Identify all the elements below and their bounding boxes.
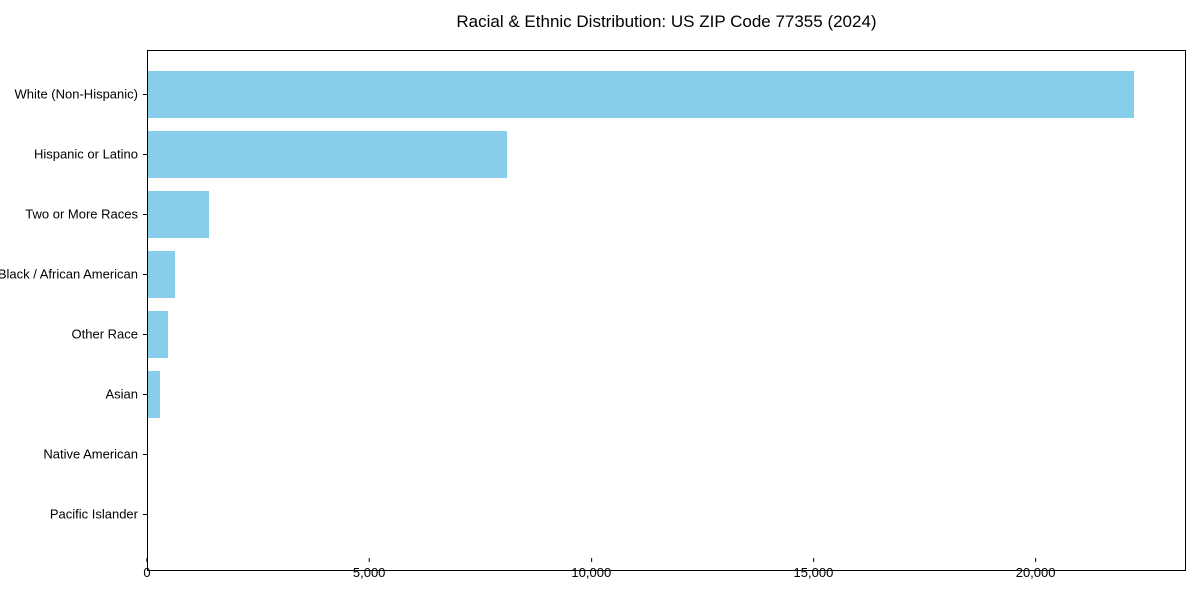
- category-label: Pacific Islander: [49, 506, 138, 522]
- category-label: Hispanic or Latino: [33, 146, 138, 162]
- y-tick-mark: [143, 334, 147, 335]
- category-label: Asian: [105, 386, 138, 402]
- chart-row: White (Non-Hispanic): [14, 64, 1185, 124]
- category-label: Native American: [43, 446, 138, 462]
- x-tick-mark: [1035, 558, 1037, 562]
- x-tick-mark: [368, 558, 370, 562]
- bar: [148, 310, 168, 358]
- category-label: Two or More Races: [25, 206, 138, 222]
- x-tick: 20,000: [1015, 558, 1056, 580]
- category-label: Black / African American: [0, 266, 138, 282]
- x-tick-label: 10,000: [571, 565, 612, 580]
- x-tick-mark: [590, 558, 592, 562]
- y-tick-mark: [143, 94, 147, 95]
- x-tick-label: 20,000: [1015, 565, 1056, 580]
- chart-title: Racial & Ethnic Distribution: US ZIP Cod…: [456, 12, 877, 31]
- x-tick: 5,000: [352, 558, 386, 580]
- x-tick-mark: [146, 558, 148, 562]
- bar: [148, 190, 210, 238]
- y-tick-mark: [143, 274, 147, 275]
- plot-area: White (Non-Hispanic) Hispanic or Latino Tw…: [0, 50, 1186, 571]
- y-tick-mark: [143, 394, 147, 395]
- category-label: White (Non-Hispanic): [14, 86, 138, 102]
- chart-row: Asian: [105, 364, 1185, 424]
- x-tick-label: 15,000: [793, 565, 834, 580]
- x-tick-mark: [812, 558, 814, 562]
- chart-row: Black / African American: [0, 244, 1185, 304]
- bar: [148, 130, 507, 178]
- x-axis: 0 5,000 10,000 15,000 20,000: [143, 558, 1184, 588]
- bar: [148, 370, 160, 418]
- y-tick-mark: [143, 514, 147, 515]
- bar: [148, 250, 176, 298]
- y-tick-mark: [143, 154, 147, 155]
- chart-row: Pacific Islander: [50, 484, 1185, 544]
- x-tick: 15,000: [793, 558, 834, 580]
- x-tick: 0: [143, 558, 151, 580]
- category-label: Other Race: [71, 326, 138, 342]
- chart-row: Native American: [43, 424, 1185, 484]
- bar: [148, 70, 1135, 118]
- chart-row: Other Race: [72, 304, 1185, 364]
- y-tick-mark: [143, 454, 147, 455]
- chart-row: Hispanic or Latino: [34, 124, 1185, 184]
- x-tick-label: 0: [143, 565, 151, 580]
- x-tick: 10,000: [571, 558, 611, 580]
- chart-row: Two or More Races: [25, 184, 1185, 244]
- x-tick-label: 5,000: [352, 565, 386, 580]
- y-tick-mark: [143, 214, 147, 215]
